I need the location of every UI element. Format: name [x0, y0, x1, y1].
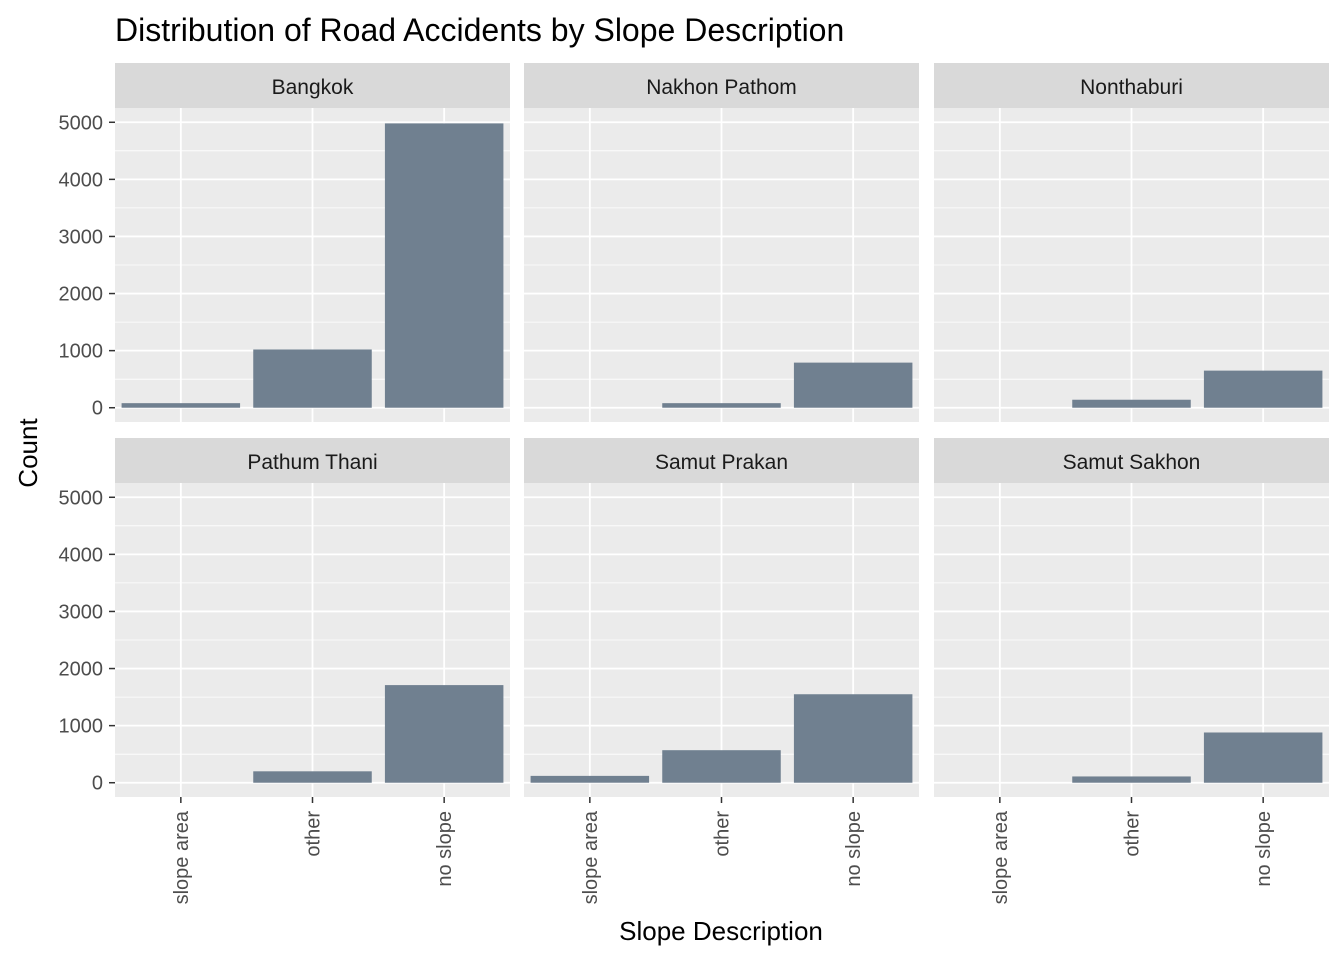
y-tick-label: 2000	[59, 284, 104, 306]
bar	[1072, 399, 1191, 408]
y-tick-label: 3000	[59, 226, 104, 248]
y-tick-label: 3000	[59, 601, 104, 623]
y-tick-label: 5000	[59, 487, 104, 509]
y-tick-label: 2000	[59, 659, 104, 681]
facet-panels: Bangkok 0 1000 2000 3000 4000 5000 Nakhon Patho…	[59, 63, 1329, 904]
x-tick-label: no slope	[843, 811, 865, 887]
x-tick-label: no slope	[434, 811, 456, 887]
facet-strip-label: Nakhon Pathom	[646, 76, 797, 99]
bar	[662, 750, 781, 783]
x-tick-label: other	[1122, 811, 1144, 857]
facet-strip	[934, 63, 1329, 108]
bar	[793, 694, 913, 783]
x-tick-label: other	[303, 811, 325, 857]
bar	[793, 362, 913, 408]
facet-strip	[115, 63, 510, 108]
x-axis-title: Slope Description	[619, 916, 823, 946]
facet-strip-label: Bangkok	[272, 76, 354, 99]
bar	[253, 771, 372, 783]
facet-strip	[934, 438, 1329, 483]
facet-strip-label: Pathum Thani	[247, 451, 377, 474]
y-tick-label: 0	[92, 398, 103, 420]
x-tick-label: other	[712, 811, 734, 857]
bar	[121, 403, 241, 408]
bar	[1072, 776, 1191, 783]
bar	[384, 685, 504, 783]
facet-strip	[115, 438, 510, 483]
bar	[1203, 370, 1323, 408]
facet-strip	[524, 63, 919, 108]
chart-title: Distribution of Road Accidents by Slope …	[115, 12, 844, 48]
x-tick-label: no slope	[1253, 811, 1275, 887]
x-tick-label: slope area	[580, 810, 602, 904]
facet-strip-label: Samut Prakan	[655, 451, 788, 474]
facet-strip-label: Nonthaburi	[1080, 76, 1183, 99]
y-tick-label: 1000	[59, 716, 104, 738]
x-tick-label: slope area	[990, 810, 1012, 904]
y-tick-label: 4000	[59, 169, 104, 191]
y-axis-title: Count	[13, 418, 43, 488]
y-tick-label: 0	[92, 773, 103, 795]
bar	[662, 403, 781, 408]
y-tick-label: 4000	[59, 544, 104, 566]
bar	[253, 349, 372, 408]
facet-strip	[524, 438, 919, 483]
y-tick-label: 5000	[59, 112, 104, 134]
facet-strip-label: Samut Sakhon	[1063, 451, 1201, 474]
bar	[1203, 732, 1323, 783]
y-tick-label: 1000	[59, 341, 104, 363]
x-tick-label: slope area	[171, 810, 193, 904]
bar	[384, 123, 504, 408]
bar	[530, 775, 650, 783]
